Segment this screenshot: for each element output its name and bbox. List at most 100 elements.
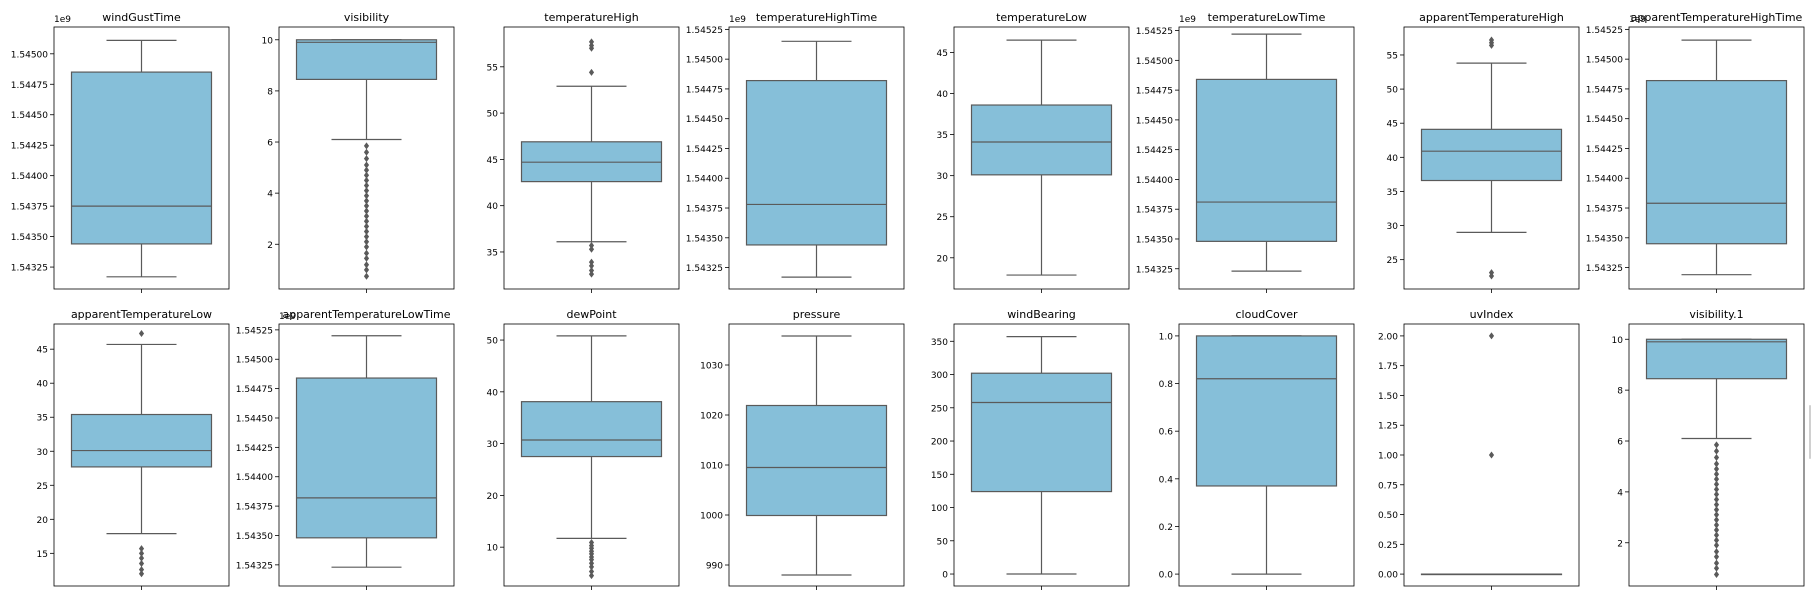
- outlier-point: [588, 258, 595, 266]
- y-tick-label: 1.54525: [1136, 27, 1173, 37]
- y-tick-label: 1.54350: [11, 233, 48, 243]
- outlier-point: [1713, 441, 1720, 449]
- y-tick-label: 1030: [700, 362, 723, 372]
- y-tick-label: 30: [487, 440, 499, 450]
- outlier-point: [1488, 332, 1495, 340]
- outlier-point: [588, 556, 595, 564]
- vertical-scrollbar[interactable]: [1809, 405, 1811, 459]
- y-tick-label: 200: [931, 438, 948, 448]
- axes-frame: [728, 26, 905, 290]
- axes-frame: [53, 26, 230, 290]
- iqr-box: [1645, 338, 1788, 380]
- y-tick-label: 30: [37, 448, 49, 458]
- outlier-point: [138, 330, 145, 338]
- outlier-point: [1713, 465, 1720, 473]
- outlier-point: [363, 207, 370, 215]
- subplot-apparentTemperatureHigh: apparentTemperatureHigh 25 30 35 40 45 50 55: [1387, 11, 1580, 293]
- axis-offset-label: 1e9: [1179, 15, 1196, 25]
- outlier-point: [1488, 451, 1495, 459]
- y-tick-label: 1.54450: [1136, 116, 1173, 126]
- outlier-point: [1713, 526, 1720, 534]
- outlier-point: [588, 568, 595, 576]
- subplot-temperatureHighTime: temperatureHighTime 1e9 1.54325 1.54350 1.54…: [686, 11, 905, 293]
- outlier-point: [1713, 564, 1720, 572]
- y-tick-label: 1.54325: [236, 561, 273, 571]
- subplot-title: cloudCover: [1236, 308, 1298, 321]
- outlier-point: [138, 570, 145, 578]
- y-tick-label: 1.54375: [236, 503, 273, 513]
- y-tick-label: 45: [1387, 120, 1398, 130]
- iqr-box: [745, 404, 888, 517]
- y-tick-label: 1.54525: [236, 326, 273, 336]
- iqr-box: [745, 79, 888, 246]
- y-tick-label: 1.54325: [1586, 264, 1623, 274]
- y-tick-label: 1.54400: [11, 172, 48, 182]
- y-tick-label: 1.54425: [11, 142, 48, 152]
- y-tick-label: 35: [37, 414, 48, 424]
- subplot-pressure: pressure 990 1000 1010 1020 1030: [700, 308, 905, 590]
- y-tick-label: 1.54325: [1136, 265, 1173, 275]
- y-tick-label: 1.54400: [236, 473, 273, 483]
- y-tick-label: 0.2: [1159, 523, 1173, 533]
- outlier-point: [1713, 506, 1720, 514]
- outlier-point: [1713, 548, 1720, 556]
- iqr-box: [970, 372, 1113, 493]
- y-tick-label: 250: [931, 404, 948, 414]
- subplot-title: dewPoint: [566, 308, 617, 321]
- subplot-title: visibility: [344, 11, 390, 24]
- y-tick-label: 1.54350: [1136, 235, 1173, 245]
- outlier-point: [363, 249, 370, 257]
- axes-frame: [953, 323, 1130, 587]
- y-tick-label: 150: [931, 471, 948, 481]
- y-tick-label: 1.54525: [686, 26, 723, 36]
- y-tick-label: 1000: [700, 512, 723, 522]
- y-tick-label: 0.75: [1378, 481, 1398, 491]
- y-tick-label: 1.54475: [1136, 87, 1173, 97]
- outlier-point: [363, 266, 370, 274]
- y-tick-label: 55: [487, 63, 498, 73]
- y-tick-label: 1.54500: [1136, 57, 1173, 67]
- axes-frame: [53, 323, 230, 587]
- y-tick-label: 2: [1617, 539, 1623, 549]
- y-tick-label: 40: [937, 90, 949, 100]
- y-tick-label: 1.54400: [1586, 175, 1623, 185]
- y-tick-label: 15: [37, 550, 48, 560]
- outlier-point: [1713, 536, 1720, 544]
- y-tick-label: 1.54400: [1136, 176, 1173, 186]
- y-tick-label: 1010: [700, 462, 723, 472]
- iqr-box: [1420, 128, 1563, 182]
- outlier-point: [588, 38, 595, 46]
- y-tick-label: 55: [1387, 51, 1398, 61]
- subplot-title: windGustTime: [102, 11, 181, 24]
- iqr-box: [295, 39, 438, 80]
- y-tick-label: 1.54475: [236, 385, 273, 395]
- axis-offset-label: 1e9: [729, 15, 746, 25]
- iqr-box: [70, 71, 213, 245]
- outlier-point: [1713, 485, 1720, 493]
- y-tick-label: 0.0: [1159, 571, 1174, 581]
- axis-offset-label: 1e9: [1629, 15, 1646, 25]
- axes-frame: [728, 323, 905, 587]
- subplot-title: temperatureLow: [996, 11, 1087, 24]
- outlier-point: [363, 181, 370, 189]
- outlier-point: [363, 254, 370, 262]
- y-tick-label: 1.0: [1159, 332, 1174, 342]
- axes-frame: [953, 26, 1130, 290]
- subplot-title: visibility.1: [1689, 308, 1743, 321]
- y-tick-label: 350: [931, 338, 948, 348]
- y-tick-label: 50: [1387, 86, 1399, 96]
- y-tick-label: 10: [1612, 336, 1624, 346]
- y-tick-label: 45: [487, 156, 498, 166]
- outlier-point: [363, 238, 370, 246]
- y-tick-label: 1.54350: [686, 234, 723, 244]
- subplot-dewPoint: dewPoint 10 20 30 40 50: [487, 308, 680, 590]
- outlier-point: [588, 266, 595, 274]
- y-tick-label: 40: [37, 380, 49, 390]
- outlier-point: [1488, 41, 1495, 49]
- y-tick-label: 45: [37, 346, 48, 356]
- outlier-point: [138, 560, 145, 568]
- y-tick-label: 10: [487, 544, 499, 554]
- subplot-title: apparentTemperatureLowTime: [282, 308, 450, 321]
- y-tick-label: 1.54500: [1586, 56, 1623, 66]
